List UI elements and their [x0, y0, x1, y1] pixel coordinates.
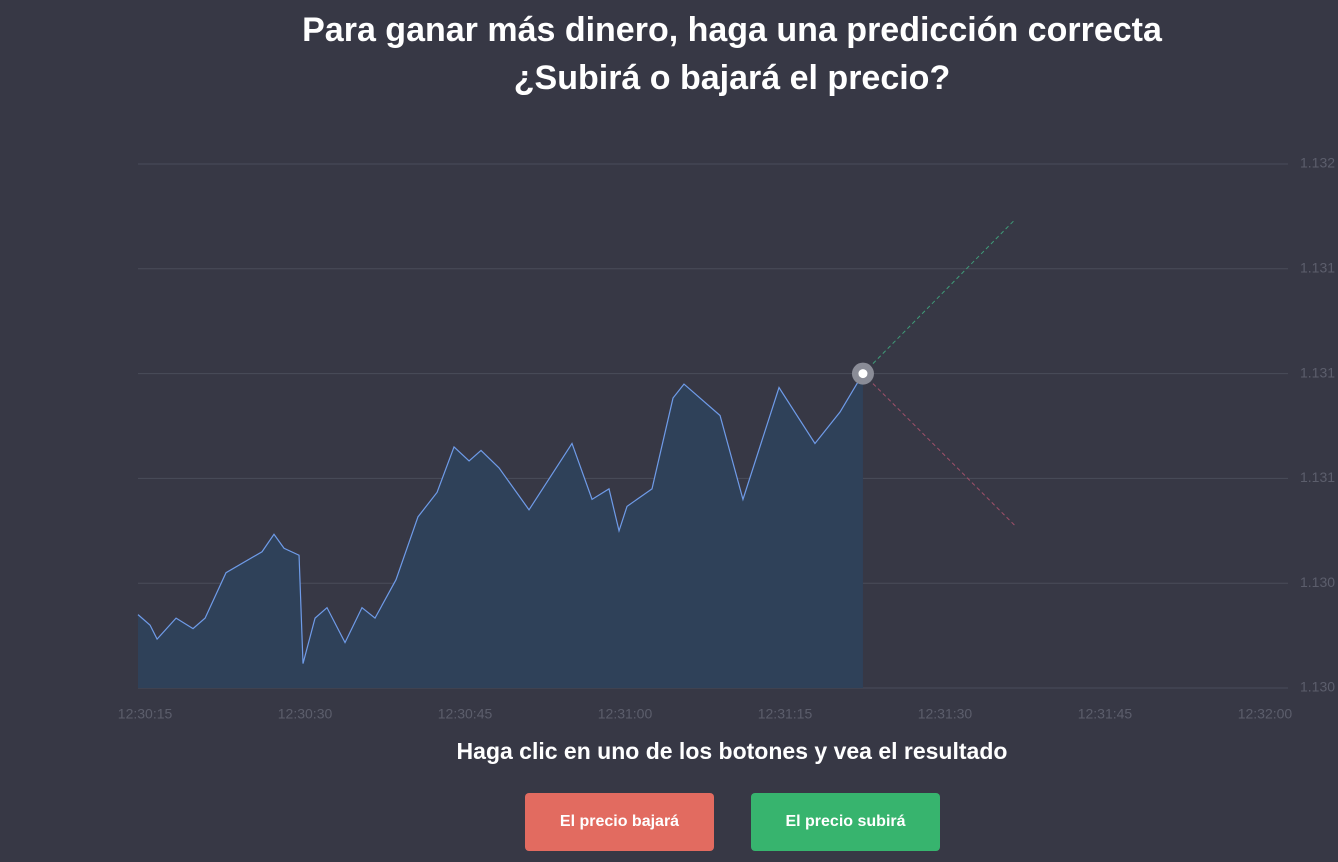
up-button[interactable]: El precio subirá: [751, 793, 940, 851]
x-tick-label: 12:32:00: [1238, 706, 1293, 722]
y-tick-label: 1.132: [1300, 155, 1335, 171]
area-fill: [138, 373, 863, 688]
x-tick-label: 12:31:30: [918, 706, 973, 722]
current-point: [858, 369, 868, 379]
down-button[interactable]: El precio bajará: [525, 793, 714, 851]
subtitle: ¿Subirá o bajará el precio?: [513, 59, 951, 97]
y-tick-label: 1.130: [1300, 679, 1335, 695]
down-projection: [872, 383, 1016, 526]
up-projection: [872, 219, 1016, 364]
y-tick-label: 1.131: [1300, 469, 1335, 485]
x-tick-label: 12:31:15: [758, 706, 813, 722]
price-line: [137, 373, 864, 664]
x-tick-label: 12:30:45: [438, 706, 493, 722]
y-tick-label: 1.130: [1300, 574, 1335, 590]
title: Para ganar más dinero, haga una predicci…: [302, 11, 1162, 49]
header: Para ganar más dinero, haga una predicci…: [0, 6, 1338, 102]
y-tick-label: 1.131: [1300, 364, 1335, 380]
x-tick-label: 12:31:00: [598, 706, 653, 722]
x-tick-label: 12:31:45: [1078, 706, 1133, 722]
instruction: Haga clic en uno de los botones y vea el…: [456, 738, 1008, 764]
x-tick-label: 12:30:15: [118, 706, 173, 722]
y-tick-label: 1.131: [1300, 260, 1335, 276]
x-tick-label: 12:30:30: [278, 706, 333, 722]
